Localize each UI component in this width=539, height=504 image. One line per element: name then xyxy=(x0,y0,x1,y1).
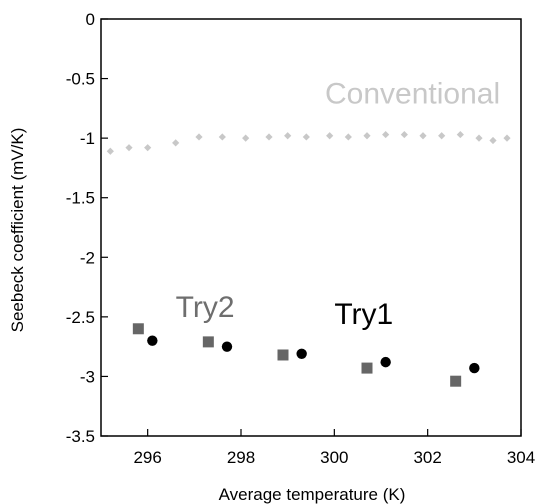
y-tick-label: -3.5 xyxy=(66,427,95,446)
x-tick-label: 298 xyxy=(227,448,255,467)
data-point-square xyxy=(132,323,144,335)
data-point-square xyxy=(277,349,289,361)
data-point-diamond xyxy=(475,134,483,142)
annotations: Conventional Try2 Try1 xyxy=(176,78,500,331)
data-point-circle xyxy=(147,335,158,346)
data-point-diamond xyxy=(242,134,250,142)
data-point-diamond xyxy=(125,144,133,152)
y-tick-label: -2 xyxy=(80,248,95,267)
data-point-square xyxy=(202,336,214,348)
y-tick-label: -2.5 xyxy=(66,308,95,327)
data-point-diamond xyxy=(284,132,292,140)
data-point-diamond xyxy=(172,139,180,147)
plot-frame xyxy=(100,18,522,437)
annotation-try1: Try1 xyxy=(334,298,393,331)
data-point-diamond xyxy=(144,144,152,152)
y-tick-label: -1.5 xyxy=(66,189,95,208)
plot-area xyxy=(100,18,522,437)
data-point-diamond xyxy=(363,132,371,140)
y-axis-title: Seebeck coefficient (mV/K) xyxy=(8,128,27,333)
data-point-diamond xyxy=(489,136,497,145)
data-point-diamond xyxy=(419,132,427,140)
y-tick-label: 0 xyxy=(86,10,95,29)
data-point-diamond xyxy=(456,130,464,139)
data-point-diamond xyxy=(218,133,226,141)
data-point-square xyxy=(450,375,462,387)
data-point-square xyxy=(361,362,373,374)
data-point-diamond xyxy=(265,133,273,141)
x-tick-label: 300 xyxy=(320,448,348,467)
data-point-circle xyxy=(296,348,307,359)
data-point-diamond xyxy=(106,147,114,155)
data-point-diamond xyxy=(302,133,310,141)
data-point-diamond xyxy=(195,133,203,141)
data-point-circle xyxy=(221,341,233,352)
y-axis: 0 -0.5 -1 -1.5 -2 -2.5 -3 -3.5 xyxy=(66,10,108,446)
annotation-try2: Try2 xyxy=(176,291,235,324)
y-tick-label: -1 xyxy=(80,129,95,148)
y-tick-label: -3 xyxy=(80,367,95,386)
x-tick-label: 302 xyxy=(413,448,441,467)
data-point-diamond xyxy=(326,132,334,140)
data-point-circle xyxy=(380,356,391,368)
x-tick-label: 304 xyxy=(507,448,535,467)
data-point-diamond xyxy=(382,130,390,139)
x-axis: 296 298 300 302 304 xyxy=(133,429,535,467)
data-point-diamond xyxy=(503,134,511,142)
x-tick-label: 296 xyxy=(133,448,161,467)
data-point-diamond xyxy=(438,132,446,140)
data-point-circle xyxy=(469,362,480,374)
data-point-diamond xyxy=(400,130,408,139)
y-tick-label: -0.5 xyxy=(66,70,95,89)
annotation-conventional: Conventional xyxy=(325,78,500,111)
x-axis-title: Average temperature (K) xyxy=(219,485,406,504)
data-point-diamond xyxy=(344,133,352,141)
